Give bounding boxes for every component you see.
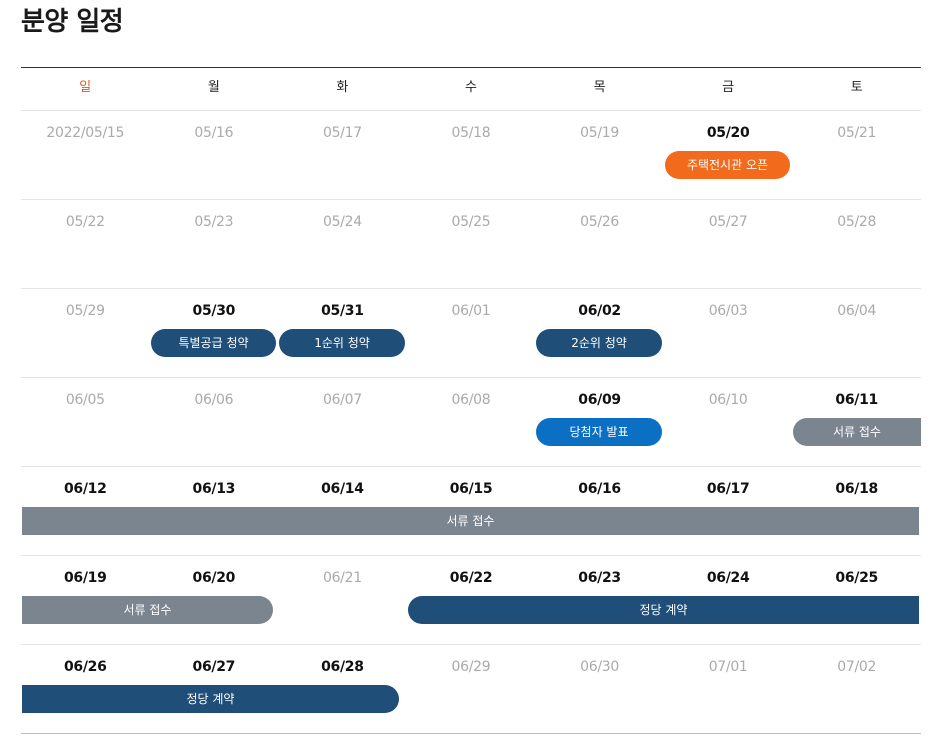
date-cell: 05/21 [837, 125, 877, 141]
date-cell: 07/01 [708, 659, 748, 675]
date-cell: 06/23 [578, 570, 621, 586]
weekday-thursday: 목 [593, 80, 606, 95]
weekday-friday: 금 [722, 80, 735, 95]
date-cell: 06/25 [835, 570, 878, 586]
date-cell: 05/22 [65, 214, 105, 230]
event-document-submission[interactable]: 서류 접수 [22, 596, 273, 624]
date-cell: 06/30 [580, 659, 619, 675]
date-cell: 06/04 [837, 303, 877, 319]
date-cell: 05/31 [321, 303, 364, 319]
date-cell: 06/01 [451, 303, 491, 319]
date-cell: 05/20 [706, 125, 750, 141]
event-document-submission[interactable]: 서류 접수 [793, 418, 921, 446]
date-cell: 06/16 [578, 481, 621, 497]
date-cell: 06/05 [65, 392, 105, 408]
date-cell: 06/18 [835, 481, 878, 497]
date-cell: 05/16 [194, 125, 234, 141]
weekday-tuesday: 화 [336, 80, 349, 95]
date-cell: 06/26 [63, 659, 107, 675]
date-cell: 06/07 [322, 392, 362, 408]
weekday-monday: 월 [207, 80, 220, 95]
date-cell: 06/20 [192, 570, 236, 586]
date-cell: 06/19 [63, 570, 107, 586]
event-first-priority[interactable]: 1순위 청약 [279, 329, 405, 357]
event-second-priority[interactable]: 2순위 청약 [536, 329, 662, 357]
date-cell: 06/22 [449, 570, 493, 586]
calendar-week-3: 05/29 05/30 05/31 06/01 06/02 06/03 06/0… [21, 289, 921, 378]
weekday-header: 일 월 화 수 목 금 토 [21, 68, 921, 111]
date-cell: 06/21 [322, 570, 362, 586]
date-cell: 06/02 [578, 303, 621, 319]
date-cell: 06/06 [194, 392, 234, 408]
date-cell: 06/28 [321, 659, 364, 675]
date-cell: 2022/05/15 [46, 125, 125, 141]
date-cell: 06/27 [192, 659, 236, 675]
date-cell: 05/28 [837, 214, 877, 230]
calendar-week-4: 06/05 06/06 06/07 06/08 06/09 06/10 06/1… [21, 378, 921, 467]
date-cell: 06/17 [706, 481, 750, 497]
weekday-sunday: 일 [79, 80, 92, 95]
date-cell: 05/19 [580, 125, 619, 141]
date-cell: 06/09 [578, 392, 621, 408]
date-cell: 06/12 [63, 481, 107, 497]
weekday-wednesday: 수 [465, 80, 477, 95]
event-contract[interactable]: 정당 계약 [408, 596, 919, 624]
schedule-calendar: 일 월 화 수 목 금 토 2022/05/15 05/16 05/17 05/… [21, 67, 921, 734]
date-cell: 05/18 [451, 125, 491, 141]
date-cell: 07/02 [837, 659, 877, 675]
date-cell: 05/27 [708, 214, 748, 230]
date-cell: 06/13 [192, 481, 236, 497]
date-cell: 06/03 [708, 303, 748, 319]
date-cell: 06/14 [321, 481, 364, 497]
calendar-week-6: 06/19 06/20 06/21 06/22 06/23 06/24 06/2… [21, 556, 921, 645]
event-contract[interactable]: 정당 계약 [22, 685, 399, 713]
calendar-week-1: 2022/05/15 05/16 05/17 05/18 05/19 05/20… [21, 111, 921, 200]
date-cell: 06/08 [451, 392, 491, 408]
calendar-week-5: 06/12 06/13 06/14 06/15 06/16 06/17 06/1… [21, 467, 921, 556]
date-cell: 05/23 [194, 214, 234, 230]
calendar-week-2: 05/22 05/23 05/24 05/25 05/26 05/27 05/2… [21, 200, 921, 289]
event-winner-announcement[interactable]: 당첨자 발표 [536, 418, 662, 446]
date-cell: 05/29 [65, 303, 105, 319]
calendar-top-border [21, 67, 921, 68]
date-cell: 05/24 [322, 214, 362, 230]
date-cell: 05/26 [580, 214, 619, 230]
date-cell: 05/17 [322, 125, 362, 141]
date-cell: 06/15 [449, 481, 493, 497]
event-document-submission[interactable]: 서류 접수 [22, 507, 919, 535]
event-showroom-open[interactable]: 주택전시관 오픈 [665, 151, 790, 179]
weekday-saturday: 토 [850, 80, 863, 95]
date-cell: 06/29 [451, 659, 491, 675]
page-title: 분양 일정 [21, 7, 124, 37]
date-cell: 05/25 [451, 214, 491, 230]
date-cell: 05/30 [192, 303, 236, 319]
calendar-week-7: 06/26 06/27 06/28 06/29 06/30 07/01 07/0… [21, 645, 921, 734]
date-cell: 06/24 [706, 570, 750, 586]
date-cell: 06/11 [835, 392, 878, 408]
event-special-supply[interactable]: 특별공급 청약 [151, 329, 276, 357]
date-cell: 06/10 [708, 392, 748, 408]
